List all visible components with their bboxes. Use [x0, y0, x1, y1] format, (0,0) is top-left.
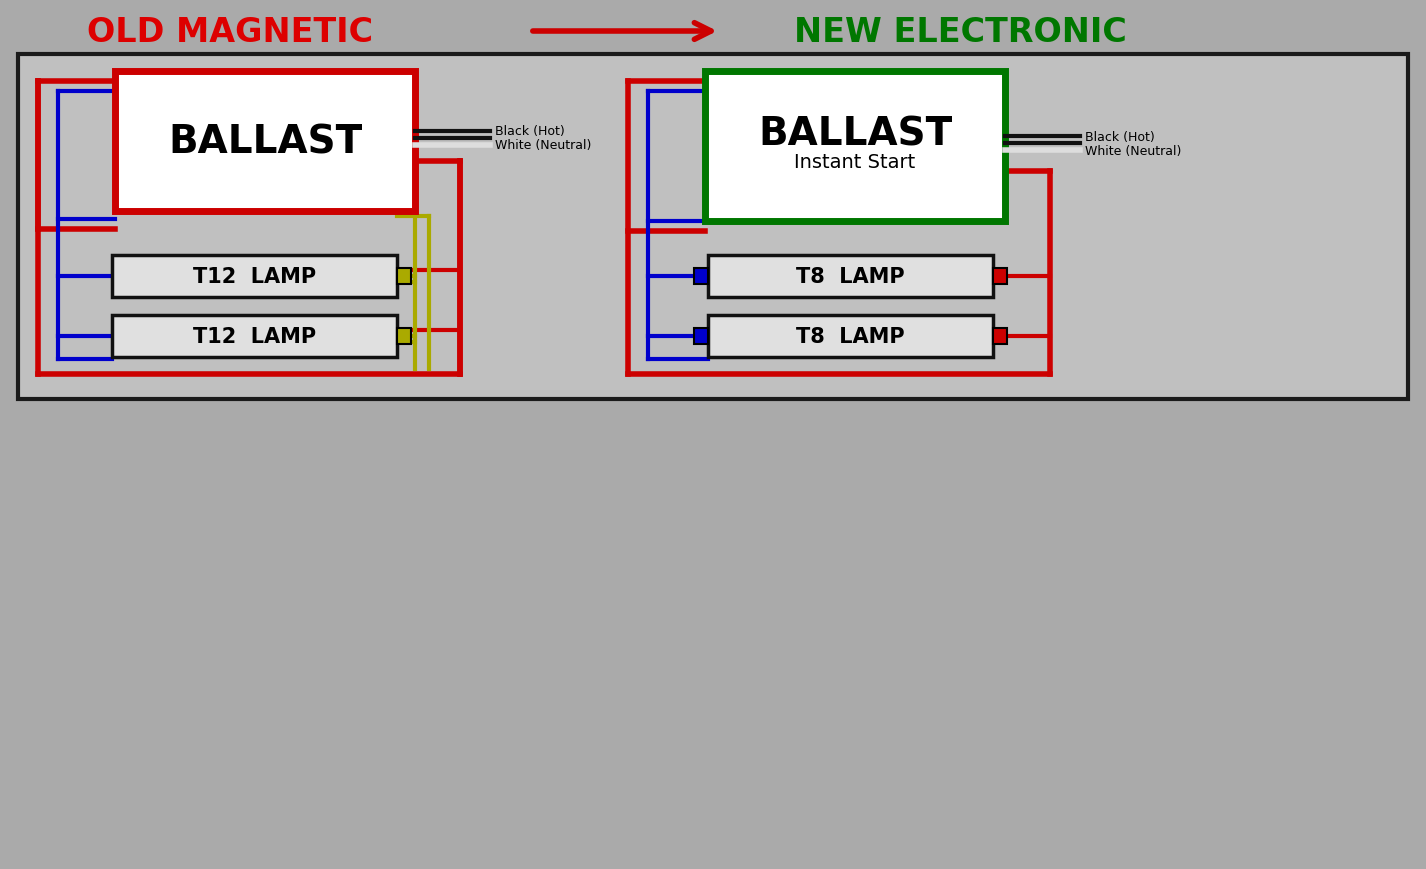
Bar: [707, 315, 992, 357]
Bar: [694, 328, 707, 345]
Bar: [396, 328, 411, 345]
Text: Black (Hot): Black (Hot): [495, 125, 565, 138]
Bar: [396, 269, 411, 285]
Bar: [707, 255, 992, 298]
Bar: [116, 72, 415, 212]
Bar: [992, 328, 1007, 345]
Bar: [704, 72, 1005, 222]
Text: T12  LAMP: T12 LAMP: [193, 267, 317, 287]
Text: Instant Start: Instant Start: [794, 153, 915, 172]
Text: BALLAST: BALLAST: [757, 116, 953, 154]
Bar: [694, 269, 707, 285]
Bar: [113, 315, 396, 357]
Text: BALLAST: BALLAST: [168, 123, 362, 161]
Text: T8  LAMP: T8 LAMP: [796, 267, 906, 287]
Text: T8  LAMP: T8 LAMP: [796, 327, 906, 347]
Bar: [113, 255, 396, 298]
Text: NEW ELECTRONIC: NEW ELECTRONIC: [793, 16, 1127, 49]
Text: Black (Hot): Black (Hot): [1085, 130, 1155, 143]
Text: White (Neutral): White (Neutral): [495, 139, 592, 152]
Bar: [992, 269, 1007, 285]
Bar: [19, 55, 1407, 400]
Text: White (Neutral): White (Neutral): [1085, 144, 1181, 157]
Text: OLD MAGNETIC: OLD MAGNETIC: [87, 16, 374, 49]
Text: T12  LAMP: T12 LAMP: [193, 327, 317, 347]
